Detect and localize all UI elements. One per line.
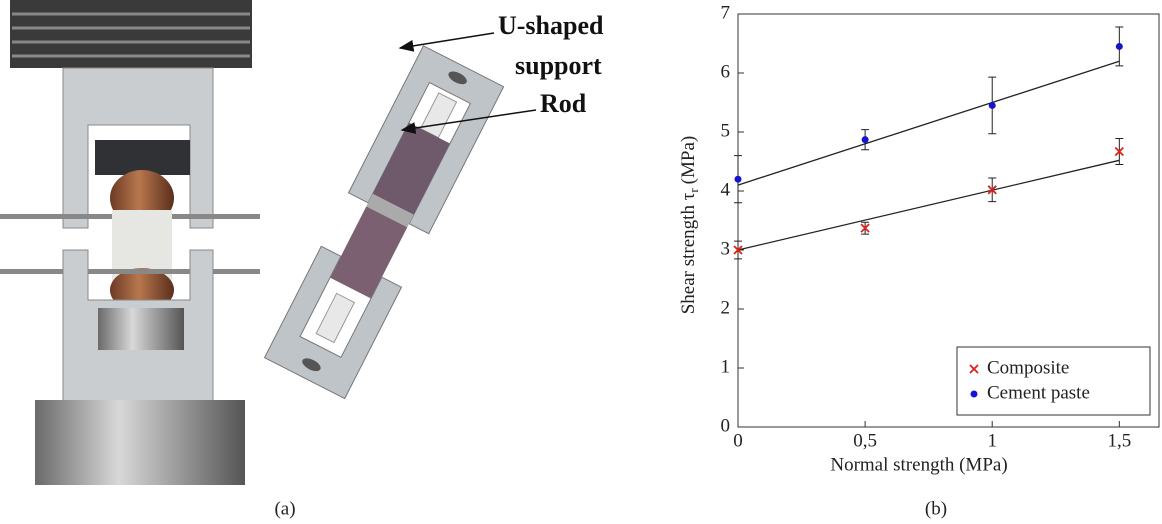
point: [861, 136, 869, 144]
legend-marker: [969, 364, 979, 374]
photo: [0, 0, 260, 485]
legend-marker: [970, 390, 978, 398]
legend-label: Composite: [987, 357, 1069, 378]
y-axis-label-sub: r: [686, 188, 701, 193]
panel-label: (a): [274, 498, 295, 519]
y-tick-label: 4: [721, 179, 731, 200]
annotation: U-shaped: [498, 11, 604, 40]
point: [860, 223, 870, 233]
y-axis-label: Shear strength τr (MPa): [678, 136, 701, 315]
x-tick-label: 1,5: [1107, 430, 1131, 451]
y-tick-label: 0: [721, 415, 731, 436]
y-tick-label: 3: [721, 238, 731, 259]
annotation: support: [515, 51, 602, 80]
y-axis-label-unit: (MPa): [678, 136, 699, 185]
legend-box: [956, 346, 1151, 416]
y-tick-label: 6: [721, 61, 731, 82]
annotation: Rod: [540, 89, 587, 118]
chart: 0 1 2 3 4 5 6 7 0 0,5 1 1,5 Normal strength (MPa) She…: [678, 2, 1160, 475]
diagram: [263, 45, 505, 400]
x-axis-label: Normal strength (MPa): [830, 454, 1007, 475]
y-tick-label: 1: [721, 356, 731, 377]
point: [987, 185, 997, 195]
point: [733, 245, 743, 255]
x-tick-label: 0,5: [853, 430, 877, 451]
point: [1114, 146, 1124, 157]
point: [734, 175, 742, 183]
panel-label: (b): [925, 498, 947, 519]
point: [1115, 42, 1123, 50]
plot-frame: [737, 13, 1160, 428]
x-tick-label: 0: [733, 430, 743, 451]
point: [988, 101, 996, 109]
y-tick-label: 5: [721, 120, 731, 141]
y-axis-label-main: Shear strength τ: [678, 192, 699, 314]
x-tick-label: 1: [987, 430, 997, 451]
y-tick-label: 7: [721, 2, 731, 23]
fit-line: [737, 60, 1120, 186]
legend-label: Cement paste: [987, 382, 1090, 403]
fit-line: [737, 159, 1120, 251]
y-tick-label: 2: [721, 297, 731, 318]
